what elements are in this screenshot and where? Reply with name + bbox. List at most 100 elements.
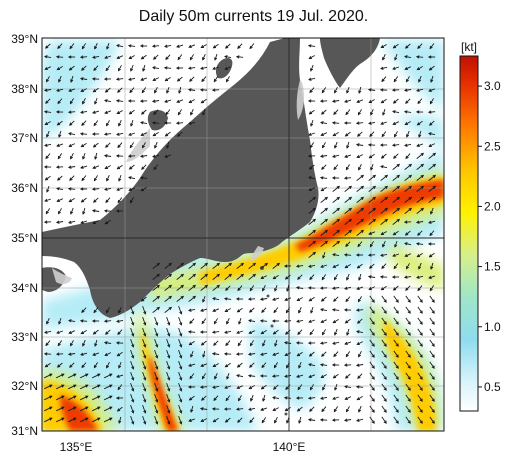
current-arrow-head — [156, 273, 161, 277]
current-arrow-head — [344, 99, 348, 103]
current-arrow-head — [380, 287, 385, 291]
current-arrow — [368, 208, 376, 214]
current-arrow — [368, 197, 376, 203]
current-arrow — [44, 198, 52, 202]
current-arrow-head — [404, 122, 408, 125]
current-arrow-head — [319, 154, 324, 158]
current-arrow — [393, 317, 399, 325]
lat-label-34: 34°N — [11, 281, 38, 295]
current-arrow-head — [345, 353, 349, 358]
current-arrow-head — [384, 185, 389, 189]
current-arrow — [382, 108, 386, 116]
current-arrow-head — [379, 275, 384, 279]
current-arrow-head — [46, 134, 50, 138]
current-arrow — [154, 382, 158, 392]
current-arrow — [164, 274, 172, 280]
current-arrow-head — [139, 99, 144, 103]
current-arrow-head — [336, 240, 341, 244]
current-arrow-head — [321, 353, 325, 357]
current-arrow — [130, 404, 134, 414]
current-arrow-head — [153, 166, 157, 171]
current-arrow — [92, 55, 100, 59]
current-arrow — [382, 241, 386, 247]
current-arrow — [356, 364, 364, 366]
current-arrow — [429, 65, 435, 71]
current-arrow-head — [56, 88, 60, 92]
current-arrow — [117, 164, 123, 170]
current-arrow — [344, 219, 352, 225]
current-arrow — [178, 404, 182, 414]
current-arrow-head — [116, 132, 120, 136]
current-arrow-head — [168, 306, 173, 310]
current-arrow — [392, 219, 400, 225]
current-arrow-head — [295, 264, 300, 268]
current-arrow — [381, 361, 387, 369]
current-arrow — [44, 89, 52, 91]
current-arrow — [404, 208, 412, 214]
current-arrow — [392, 253, 400, 257]
current-arrow-head — [405, 100, 409, 104]
current-arrow — [394, 131, 398, 137]
current-arrow-head — [393, 78, 397, 83]
current-arrow-head — [383, 332, 387, 336]
colorbar-ticks: 0.51.01.52.02.53.0 — [478, 79, 501, 394]
current-arrow — [356, 186, 364, 192]
current-arrow-head — [58, 134, 62, 138]
current-arrow — [332, 230, 340, 236]
current-arrow — [178, 305, 182, 315]
current-arrow — [417, 295, 423, 303]
current-arrow-head — [179, 421, 183, 425]
current-arrow-head — [420, 185, 425, 189]
current-arrow — [272, 352, 280, 356]
current-arrow-head — [92, 55, 96, 59]
current-arrow-head — [432, 152, 437, 156]
current-arrow — [57, 98, 63, 104]
current-arrow-head — [187, 385, 192, 389]
current-arrow — [332, 154, 340, 158]
current-arrow — [80, 373, 88, 379]
current-arrow — [332, 197, 340, 203]
current-arrow-head — [81, 46, 85, 50]
current-arrow — [273, 329, 279, 335]
current-arrow-head — [235, 55, 240, 59]
current-arrow — [417, 43, 423, 49]
current-arrow-head — [117, 331, 121, 336]
current-arrow — [104, 187, 112, 191]
current-arrow — [248, 407, 256, 411]
current-arrow — [130, 349, 134, 359]
current-arrow-head — [43, 88, 48, 92]
current-arrow — [321, 296, 327, 302]
current-arrow-head — [235, 407, 240, 411]
current-arrow — [394, 53, 398, 61]
current-arrow-head — [368, 265, 373, 269]
current-arrow — [212, 285, 220, 291]
current-arrow-head — [211, 330, 216, 334]
current-arrow — [369, 295, 375, 303]
current-arrow — [405, 350, 411, 358]
current-arrow-head — [216, 284, 221, 288]
current-arrow — [429, 350, 435, 358]
current-arrow-head — [154, 90, 157, 94]
current-arrow — [214, 53, 218, 61]
current-arrow — [92, 210, 100, 212]
current-arrow — [104, 155, 112, 157]
current-arrow-head — [428, 88, 432, 92]
current-arrow — [321, 187, 327, 191]
current-arrow — [381, 372, 387, 380]
current-arrow-head — [92, 144, 97, 148]
current-arrow — [332, 208, 340, 214]
current-arrow-head — [430, 79, 434, 83]
current-arrow-head — [431, 354, 435, 358]
current-arrow — [80, 406, 88, 412]
current-arrow-head — [156, 262, 161, 266]
current-arrow-head — [131, 311, 135, 315]
current-arrow — [274, 284, 278, 292]
current-arrow-head — [192, 295, 197, 299]
current-arrow — [286, 416, 290, 424]
current-arrow-head — [188, 308, 192, 312]
current-arrow — [320, 177, 328, 179]
current-arrow-head — [408, 163, 413, 167]
current-arrow-head — [379, 88, 384, 92]
current-arrow — [177, 131, 183, 137]
current-arrow-head — [128, 166, 133, 170]
